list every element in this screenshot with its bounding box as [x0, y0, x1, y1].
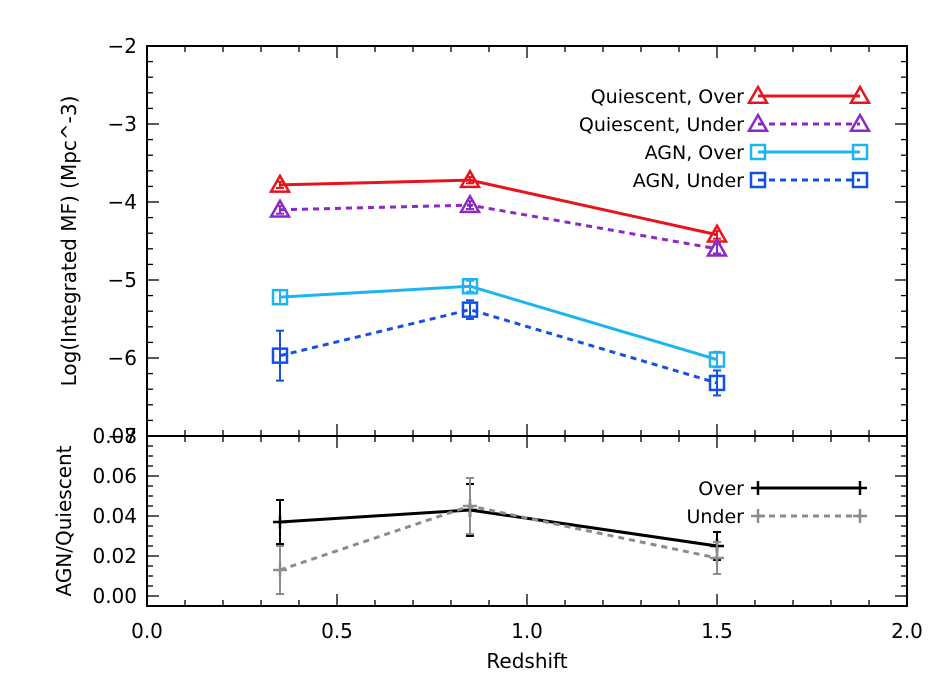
legend-marker: [848, 112, 872, 132]
legend-label: Quiescent, Over: [591, 86, 744, 108]
legend-marker: [848, 84, 872, 104]
data-point: [268, 198, 292, 218]
y-tick-label: −5: [108, 268, 137, 292]
series-line: [279, 284, 718, 361]
legend-label: Under: [686, 506, 744, 528]
y-tick-label: 0.06: [92, 464, 137, 488]
legend-agn-under: AGN, Under: [633, 170, 869, 192]
y-tick-label: 0.02: [92, 544, 137, 568]
series-quiescent-under: [268, 193, 729, 257]
data-point: [708, 351, 726, 368]
series-over: [273, 483, 724, 561]
x-tick-label: 0.5: [321, 619, 353, 643]
data-point: [461, 301, 479, 318]
data-point: [458, 168, 482, 189]
legend-agn-over: AGN, Over: [645, 142, 869, 164]
data-point: [461, 277, 479, 295]
data-point: [273, 563, 287, 577]
x-tick-label: 2.0: [891, 619, 923, 643]
data-point: [273, 515, 287, 529]
data-point: [268, 173, 292, 193]
legend-label: AGN, Under: [633, 170, 744, 192]
x-tick-label: 1.5: [701, 619, 733, 643]
legend-quiescent-over: Quiescent, Over: [591, 84, 872, 108]
series-under: [273, 477, 724, 595]
legend-marker: [749, 143, 767, 161]
y-tick-label: 0.04: [92, 504, 137, 528]
y-tick-label: 0.00: [92, 584, 137, 608]
series-line: [279, 508, 718, 548]
legend-quiescent-under: Quiescent, Under: [579, 112, 872, 136]
series-line: [279, 308, 718, 385]
x-axis-label: Redshift: [486, 649, 567, 673]
legend-over: Over: [698, 478, 867, 500]
data-point: [458, 193, 482, 214]
data-point: [271, 288, 289, 306]
y-axis-label: AGN/Quiescent: [52, 445, 76, 596]
legend-label: Quiescent, Under: [579, 114, 744, 136]
legend-marker: [746, 84, 770, 104]
series-agn-over: [271, 277, 726, 369]
legend-marker: [851, 171, 869, 189]
data-point: [708, 374, 726, 392]
plot-frame: [146, 45, 908, 437]
legend-label: Over: [698, 478, 744, 500]
data-point: [271, 347, 289, 364]
y-tick-label: 0.08: [92, 424, 137, 448]
legend-marker: [751, 509, 765, 523]
legend-marker: [853, 481, 867, 495]
legend-under: Under: [686, 506, 867, 528]
series-agn-under: [271, 299, 726, 397]
top-panel: −2 −3 −4 −5 −6 −7 Log(Integrated MF) (Mpc^-3) Q…: [57, 34, 908, 448]
bottom-panel: 0.0 0.5 1.0 1.5 2.0 0.00 0.02 0.04 0.06 0.08 AGN/Q…: [52, 424, 923, 673]
series-line: [279, 203, 718, 251]
x-tick-label: 1.0: [511, 619, 543, 643]
x-tick-label: 0.0: [131, 619, 163, 643]
y-axis-label: Log(Integrated MF) (Mpc^-3): [57, 96, 81, 387]
data-point: [710, 551, 724, 565]
legend-marker: [749, 171, 767, 189]
y-tick-label: −2: [108, 34, 137, 58]
plot-frame: [146, 435, 908, 607]
legend-marker: [751, 481, 765, 495]
legend-marker: [746, 112, 770, 132]
y-tick-label: −7: [108, 424, 137, 448]
y-tick-label: −4: [108, 190, 137, 214]
legend-label: AGN, Over: [645, 142, 745, 164]
legend-marker: [853, 509, 867, 523]
y-tick-label: −6: [108, 346, 137, 370]
y-tick-label: −3: [108, 112, 137, 136]
data-point: [705, 237, 729, 257]
legend-marker: [851, 143, 869, 161]
data-point: [463, 499, 477, 513]
